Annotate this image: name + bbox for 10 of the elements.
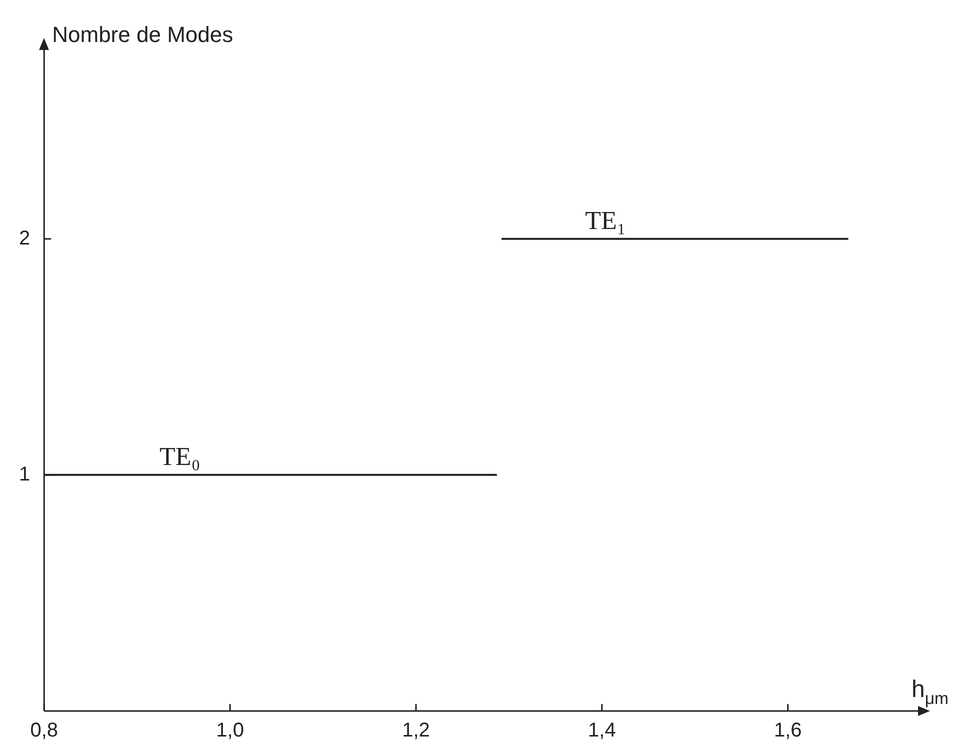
x-tick-label: 0,8 [30, 720, 58, 742]
y-axis-title: Nombre de Modes [52, 22, 234, 47]
y-tick-label: 2 [19, 227, 30, 250]
x-tick-label: 1,6 [774, 720, 802, 742]
x-tick-label: 1,4 [588, 720, 616, 742]
x-tick-label: 1,0 [216, 720, 244, 742]
x-tick-label: 1,2 [402, 720, 430, 742]
y-tick-label: 1 [19, 463, 30, 486]
series-label: TE₀ [160, 442, 200, 471]
series-label: TE₁ [585, 206, 626, 235]
